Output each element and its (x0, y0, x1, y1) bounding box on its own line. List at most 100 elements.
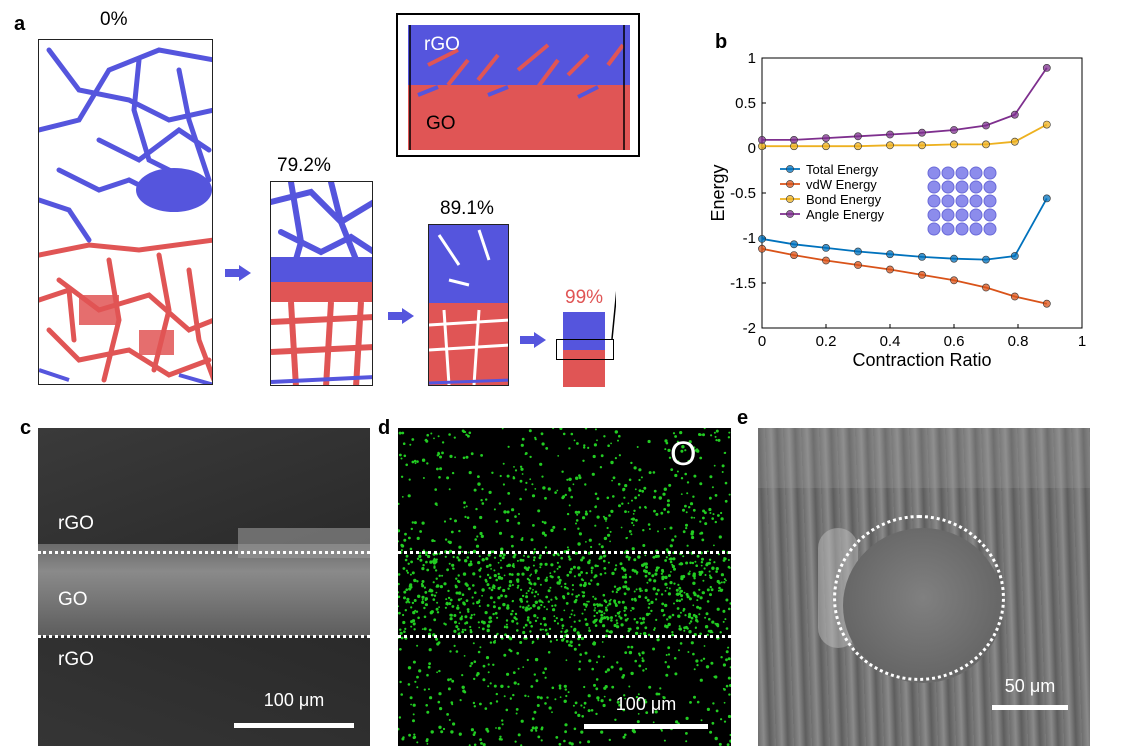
oxygen-dot (398, 540, 400, 543)
oxygen-dot (655, 692, 659, 696)
oxygen-dot (505, 619, 509, 622)
oxygen-dot (446, 568, 449, 572)
oxygen-dot (407, 666, 412, 670)
oxygen-dot (717, 589, 720, 592)
oxygen-dot (481, 488, 484, 491)
oxygen-dot (654, 710, 658, 714)
oxygen-dot (723, 578, 726, 581)
oxygen-dot (636, 626, 640, 630)
oxygen-dot (497, 606, 501, 610)
oxygen-dot (592, 595, 595, 598)
oxygen-dot (673, 582, 676, 585)
oxygen-dot (572, 565, 576, 569)
data-point (854, 142, 862, 151)
oxygen-dot (434, 488, 437, 491)
oxygen-dot (650, 609, 653, 613)
oxygen-dot (540, 726, 544, 729)
oxygen-dot (418, 669, 422, 673)
oxygen-dot (598, 603, 602, 607)
oxygen-dot (714, 736, 718, 741)
oxygen-dot (577, 594, 580, 597)
oxygen-dot (663, 487, 667, 491)
oxygen-dot (582, 459, 585, 462)
oxygen-dot (494, 639, 496, 642)
oxygen-dot (619, 667, 623, 671)
data-point (1042, 194, 1051, 203)
oxygen-dot (460, 615, 463, 618)
oxygen-dot (702, 516, 705, 520)
oxygen-dot (432, 581, 435, 584)
oxygen-dot (492, 584, 495, 587)
oxygen-dot (573, 620, 576, 623)
oxygen-dot (634, 496, 637, 500)
oxygen-dot (521, 572, 525, 576)
oxygen-dot (522, 630, 526, 635)
oxygen-dot (463, 655, 466, 657)
oxygen-dot (499, 586, 502, 589)
oxygen-dot (610, 442, 612, 445)
oxygen-dot (646, 598, 650, 602)
oxygen-dot (643, 569, 647, 573)
oxygen-dot (642, 621, 645, 624)
oxygen-dot (517, 683, 520, 686)
oxygen-dot (501, 428, 504, 430)
oxygen-dot (600, 730, 604, 734)
data-point (758, 244, 766, 253)
oxygen-dot (440, 730, 444, 734)
oxygen-dot (605, 629, 609, 633)
oxygen-dot (443, 582, 447, 586)
oxygen-dot (499, 735, 502, 738)
oxygen-dot (542, 486, 546, 490)
oxygen-dot (441, 441, 445, 444)
oxygen-dot (409, 547, 413, 551)
snapshot-89-structure (429, 225, 508, 385)
oxygen-dot (633, 618, 636, 621)
data-point (982, 255, 990, 264)
oxygen-dot (615, 591, 618, 594)
oxygen-dot (693, 668, 696, 671)
oxygen-dot (438, 725, 442, 729)
oxygen-dot (413, 599, 417, 602)
oxygen-dot (558, 565, 561, 569)
oxygen-dot (556, 561, 559, 564)
oxygen-dot (595, 611, 599, 615)
oxygen-dot (455, 650, 459, 653)
oxygen-dot (545, 576, 548, 579)
oxygen-dot (569, 616, 571, 619)
oxygen-dot (475, 544, 480, 548)
oxygen-dot (596, 661, 598, 664)
oxygen-dot (429, 611, 433, 615)
oxygen-dot (638, 587, 642, 591)
oxygen-dot (577, 573, 581, 577)
x-tick-label: 0.2 (816, 333, 837, 350)
oxygen-dot (729, 666, 731, 669)
oxygen-dot (692, 581, 696, 585)
oxygen-dot (481, 558, 485, 562)
oxygen-dot (536, 577, 540, 580)
oxygen-dot (576, 513, 579, 516)
oxygen-dot (604, 517, 608, 521)
oxygen-dot (479, 575, 482, 578)
oxygen-dot (579, 653, 582, 656)
oxygen-dot (664, 582, 668, 586)
oxygen-dot (554, 491, 557, 494)
oxygen-dot (550, 563, 554, 567)
oxygen-dot (645, 612, 650, 617)
oxygen-dot (508, 580, 513, 584)
oxygen-dot (725, 598, 729, 602)
oxygen-dot (466, 608, 470, 611)
oxygen-dot (506, 519, 510, 522)
oxygen-dot (496, 616, 499, 619)
oxygen-dot (486, 624, 491, 628)
oxygen-dot (481, 627, 485, 631)
oxygen-dot (594, 597, 597, 601)
oxygen-dot (699, 456, 703, 460)
oxygen-dot (673, 657, 677, 660)
oxygen-dot (584, 603, 588, 607)
oxygen-dot (664, 589, 667, 592)
oxygen-dot (489, 682, 492, 685)
oxygen-dot (605, 606, 608, 609)
y-tick-label: 0.5 (735, 95, 756, 112)
oxygen-dot (680, 575, 683, 578)
oxygen-dot (625, 537, 628, 540)
